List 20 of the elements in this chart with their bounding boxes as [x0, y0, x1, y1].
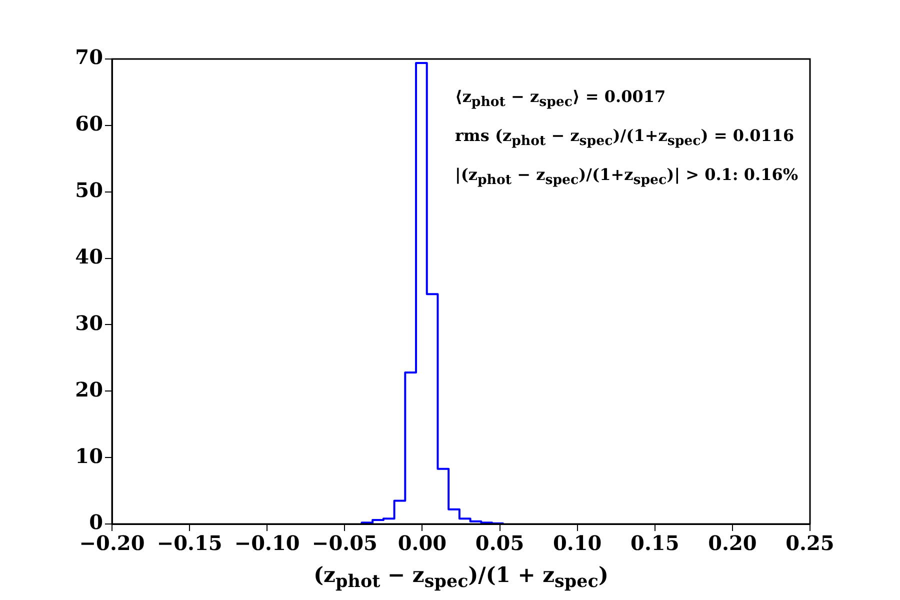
- x-tick-label: −0.10: [234, 531, 300, 556]
- x-tick-label: 0.10: [552, 531, 602, 556]
- annotation: rms (z$_{phot}$ − z$_{spec}$)/(1+z$_{spec}$) = 0.0116: [455, 125, 796, 152]
- x-tick-label: 0.00: [398, 531, 447, 556]
- x-tick-label: 0.25: [786, 531, 834, 556]
- annotation: ⟨z$_{phot}$ − z$_{spec}$⟩ = 0.0017: [455, 86, 667, 112]
- y-tick-label: 50: [75, 178, 103, 202]
- annotation: |(z$_{phot}$ − z$_{spec}$)/(1+z$_{spec}$)| > 0.1: 0.16%: [455, 164, 798, 191]
- y-tick-label: 20: [75, 377, 103, 402]
- y-tick-label: 30: [75, 310, 103, 335]
- x-tick-label: 0.05: [475, 531, 524, 556]
- y-tick-label: 70: [75, 45, 103, 70]
- x-tick-label: 0.20: [708, 531, 757, 556]
- x-axis-title: (z$_{phot}$ − z$_{spec}$)/(1 + z$_{spec}$): [312, 562, 610, 592]
- y-tick-label: 60: [75, 112, 103, 136]
- x-tick-label: −0.15: [156, 531, 222, 556]
- y-tick-label: 10: [75, 444, 103, 468]
- x-tick-label: −0.05: [312, 531, 378, 556]
- y-tick-label: 40: [75, 244, 103, 268]
- x-tick-label: 0.15: [630, 531, 680, 556]
